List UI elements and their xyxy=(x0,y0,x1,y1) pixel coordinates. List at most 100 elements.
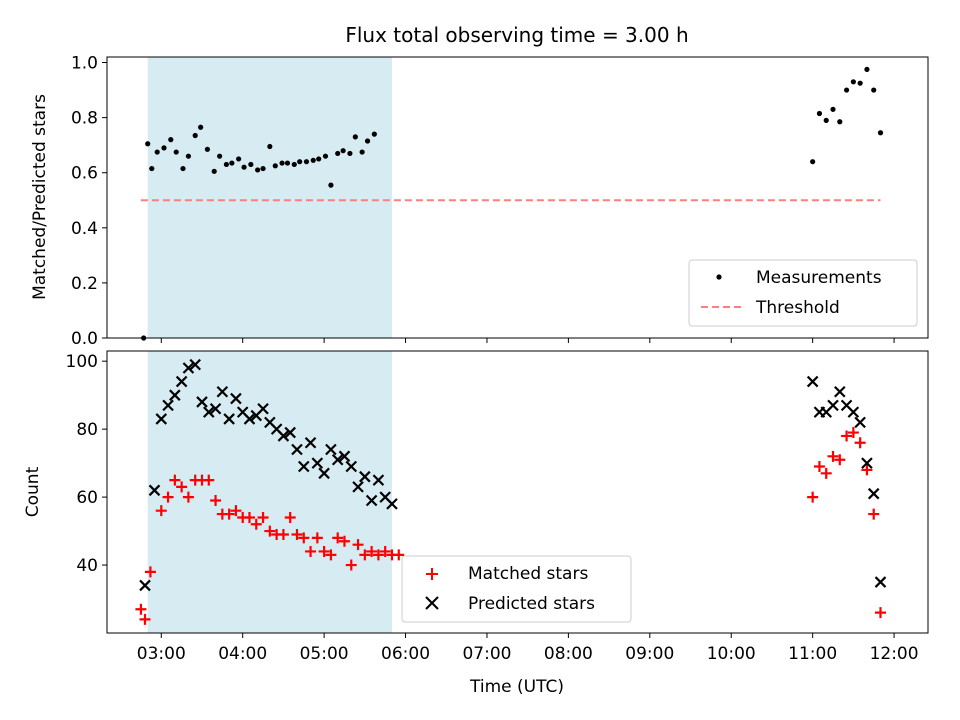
x-tick-label: 08:00 xyxy=(544,644,593,664)
top-y-axis-label: Matched/Predicted stars xyxy=(30,94,50,300)
matched-stars-point xyxy=(854,437,866,449)
x-tick-label: 12:00 xyxy=(870,644,919,664)
predicted-stars-point xyxy=(806,375,819,388)
matched-stars-point xyxy=(861,464,873,476)
matched-stars-point xyxy=(144,566,156,578)
matched-stars-point xyxy=(847,427,859,439)
y-tick-label: 0.6 xyxy=(71,164,98,184)
predicted-stars-point xyxy=(365,494,378,507)
matched-stars-point xyxy=(318,545,330,557)
legend-predicted-label: Predicted stars xyxy=(468,594,595,614)
predicted-stars-point xyxy=(175,375,188,388)
bottom-plot-frame xyxy=(106,350,929,634)
measurements-point xyxy=(850,79,856,85)
predicted-stars-point xyxy=(874,576,887,588)
measurements-point xyxy=(359,149,365,155)
predicted-stars-point xyxy=(325,443,337,456)
measurements-layer xyxy=(141,66,884,341)
matched-stars-point xyxy=(366,545,378,557)
matched-stars-point xyxy=(155,505,167,517)
predicted-stars-point xyxy=(155,413,168,425)
predicted-stars-point xyxy=(372,474,385,486)
measurements-point xyxy=(145,141,151,147)
x-tick-label: 09:00 xyxy=(625,644,674,664)
chart-title: Flux total observing time = 3.00 h xyxy=(345,23,688,47)
matched-stars-point xyxy=(291,528,303,540)
x-tick-label: 04:00 xyxy=(218,644,267,664)
matched-stars-point xyxy=(203,474,215,486)
measurements-point xyxy=(871,87,877,93)
predicted-stars-point xyxy=(209,402,222,415)
measurements-point xyxy=(154,149,160,155)
legend-measurements-marker xyxy=(716,274,722,280)
matched-stars-point xyxy=(305,545,317,557)
predicted-stars-point xyxy=(243,413,256,425)
measurements-point xyxy=(204,146,211,152)
matched-stars-point xyxy=(325,549,337,561)
x-tick-label: 10:00 xyxy=(707,644,756,664)
top-y-ticks: 0.0 0.2 0.4 0.6 0.8 1.0 xyxy=(71,54,107,349)
measurements-point xyxy=(267,143,273,150)
predicted-stars-point xyxy=(847,406,860,418)
matched-stars-point xyxy=(352,539,364,551)
matched-stars-point xyxy=(820,467,832,479)
matched-stars-point xyxy=(139,613,151,625)
y-tick-label: 40 xyxy=(76,556,98,576)
measurements-point xyxy=(843,87,850,93)
top-legend: Measurements Threshold xyxy=(688,259,918,327)
measurements-point xyxy=(248,161,254,168)
y-tick-label: 0.8 xyxy=(71,109,98,129)
measurements-point xyxy=(823,117,829,123)
matched-stars-point xyxy=(264,525,276,537)
measurements-point xyxy=(180,165,186,172)
top-shaded-interval xyxy=(147,57,392,338)
measurements-point xyxy=(260,165,266,172)
legend-matched-marker xyxy=(426,568,438,580)
predicted-stars-point xyxy=(223,413,235,425)
predicted-stars-point xyxy=(297,460,310,473)
measurements-point xyxy=(168,137,174,143)
matched-layer xyxy=(135,427,887,625)
matched-stars-point xyxy=(868,508,880,520)
bottom-y-axis-label: Count xyxy=(23,466,43,517)
predicted-stars-point xyxy=(834,385,846,398)
predicted-stars-point xyxy=(331,453,344,466)
measurements-point xyxy=(328,182,334,188)
predicted-stars-point xyxy=(257,402,269,415)
measurements-point xyxy=(284,160,291,166)
measurements-point xyxy=(303,159,310,165)
predicted-stars-point xyxy=(338,450,351,463)
measurements-point xyxy=(223,161,230,168)
matched-stars-point xyxy=(257,511,269,523)
measurements-point xyxy=(322,153,329,159)
top-plot-frame xyxy=(106,56,929,339)
predicted-stars-point xyxy=(216,385,229,398)
matched-stars-point xyxy=(332,532,344,544)
x-tick-label: 03:00 xyxy=(137,644,186,664)
measurements-point xyxy=(371,131,377,137)
measurements-point xyxy=(316,156,322,162)
predicted-stars-point xyxy=(162,399,174,412)
matched-stars-point xyxy=(807,491,819,503)
predicted-stars-point xyxy=(189,358,201,371)
matched-stars-point xyxy=(176,481,188,493)
predicted-stars-point xyxy=(182,362,195,374)
measurements-point xyxy=(173,149,179,155)
matched-stars-point xyxy=(182,491,194,503)
measurements-point xyxy=(310,157,316,163)
x-tick-label: 06:00 xyxy=(381,644,430,664)
matched-stars-point xyxy=(277,528,289,540)
bottom-y-ticks: 40 60 80 100 xyxy=(66,352,107,576)
matched-stars-point xyxy=(250,518,262,530)
matched-stars-point xyxy=(379,545,391,557)
predicted-stars-point xyxy=(148,484,161,497)
x-tick-label: 11:00 xyxy=(788,644,837,664)
predicted-stars-point xyxy=(202,406,215,418)
y-tick-label: 0.4 xyxy=(71,219,98,239)
top-x-ticks xyxy=(160,338,895,343)
predicted-stars-point xyxy=(861,457,873,469)
measurements-point xyxy=(241,164,247,170)
predicted-stars-point xyxy=(311,457,324,469)
matched-stars-point xyxy=(372,549,384,561)
